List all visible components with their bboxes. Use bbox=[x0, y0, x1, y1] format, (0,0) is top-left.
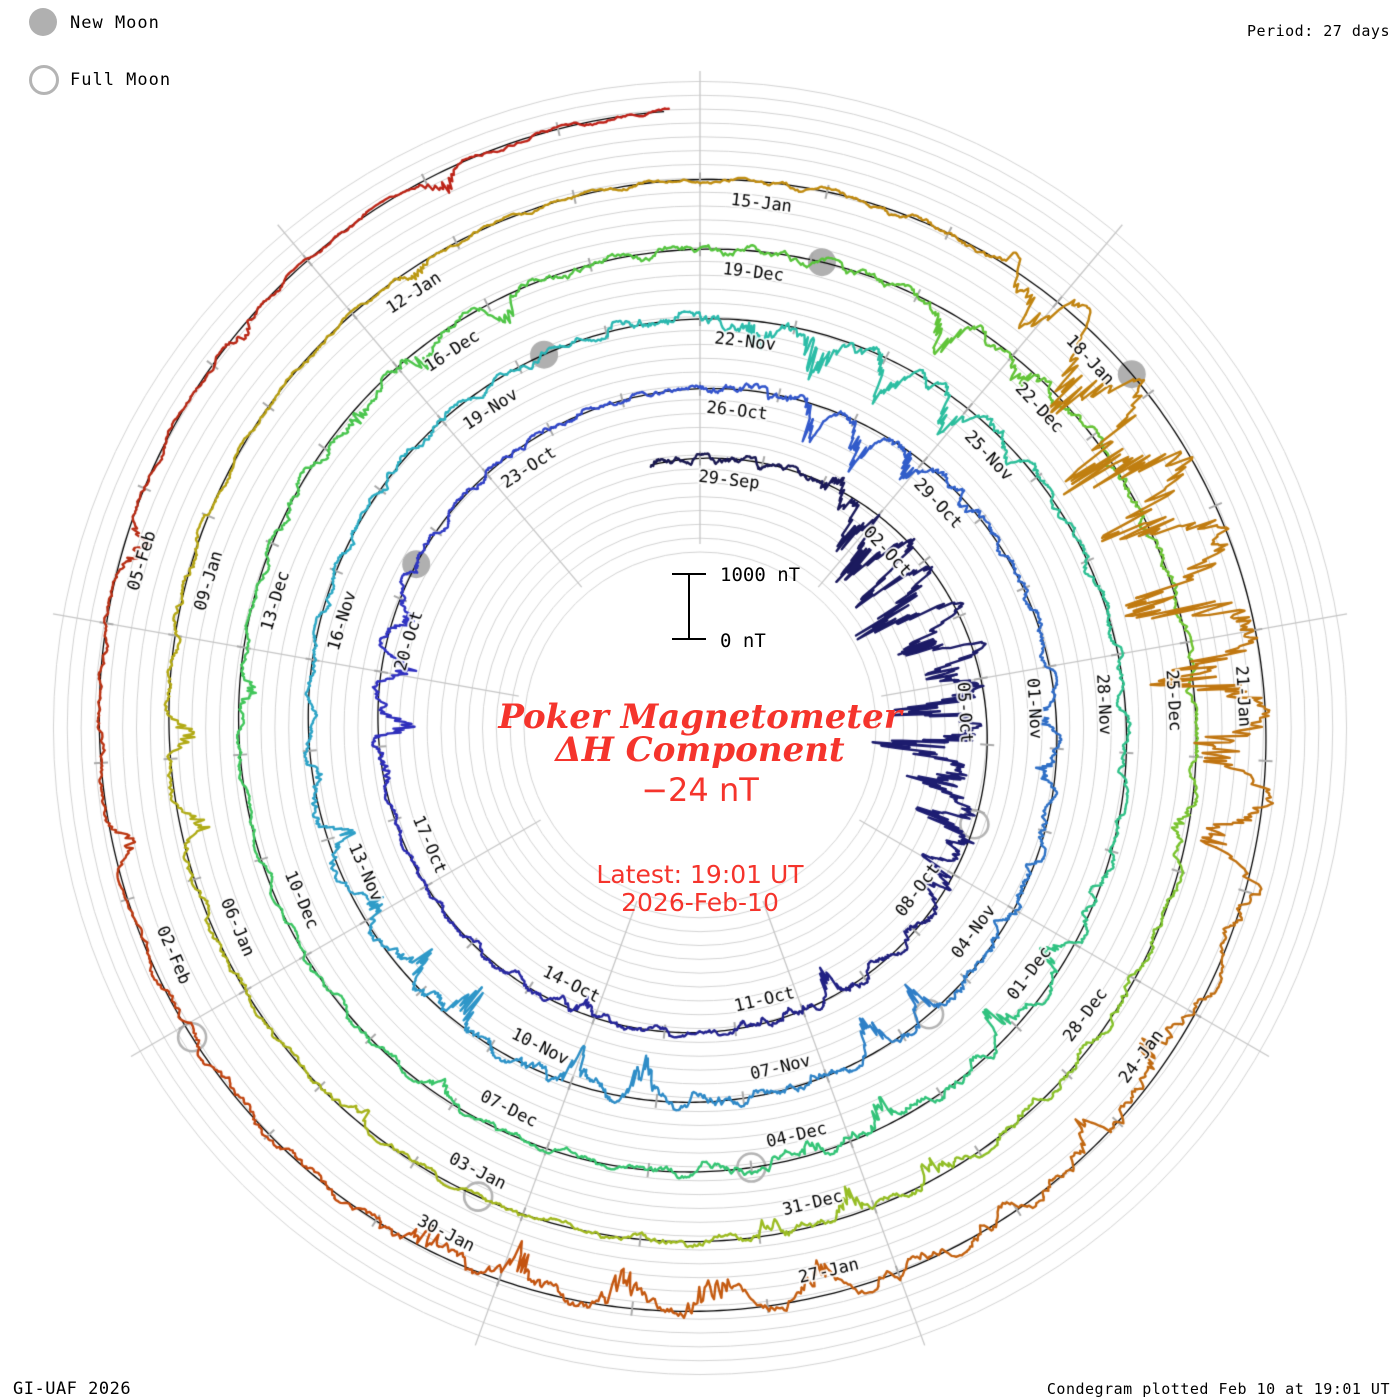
scale-bar-line bbox=[688, 573, 690, 639]
plotted-label: Condegram plotted Feb 10 at 19:01 UT bbox=[1046, 1380, 1390, 1398]
chart-title-line1: Poker Magnetometer bbox=[498, 697, 902, 737]
scale-bar-bottom-cap bbox=[672, 638, 706, 640]
period-label: Period: 27 days bbox=[1247, 22, 1390, 40]
scale-top-label: 1000 nT bbox=[720, 564, 801, 586]
scale-bottom-label: 0 nT bbox=[720, 630, 766, 652]
latest-time: Latest: 19:01 UT bbox=[596, 860, 804, 889]
legend-full-moon-label: Full Moon bbox=[70, 70, 172, 90]
credit-label: GI-UAF 2026 bbox=[13, 1379, 132, 1399]
chart-title-line2: ΔH Component bbox=[555, 730, 845, 770]
new-moon-icon bbox=[29, 8, 57, 36]
latest-value: −24 nT bbox=[641, 771, 759, 809]
legend-new-moon-label: New Moon bbox=[70, 13, 160, 33]
latest-date: 2026-Feb-10 bbox=[621, 888, 779, 917]
scale-bar-top-cap bbox=[672, 573, 706, 575]
full-moon-icon bbox=[29, 65, 59, 95]
